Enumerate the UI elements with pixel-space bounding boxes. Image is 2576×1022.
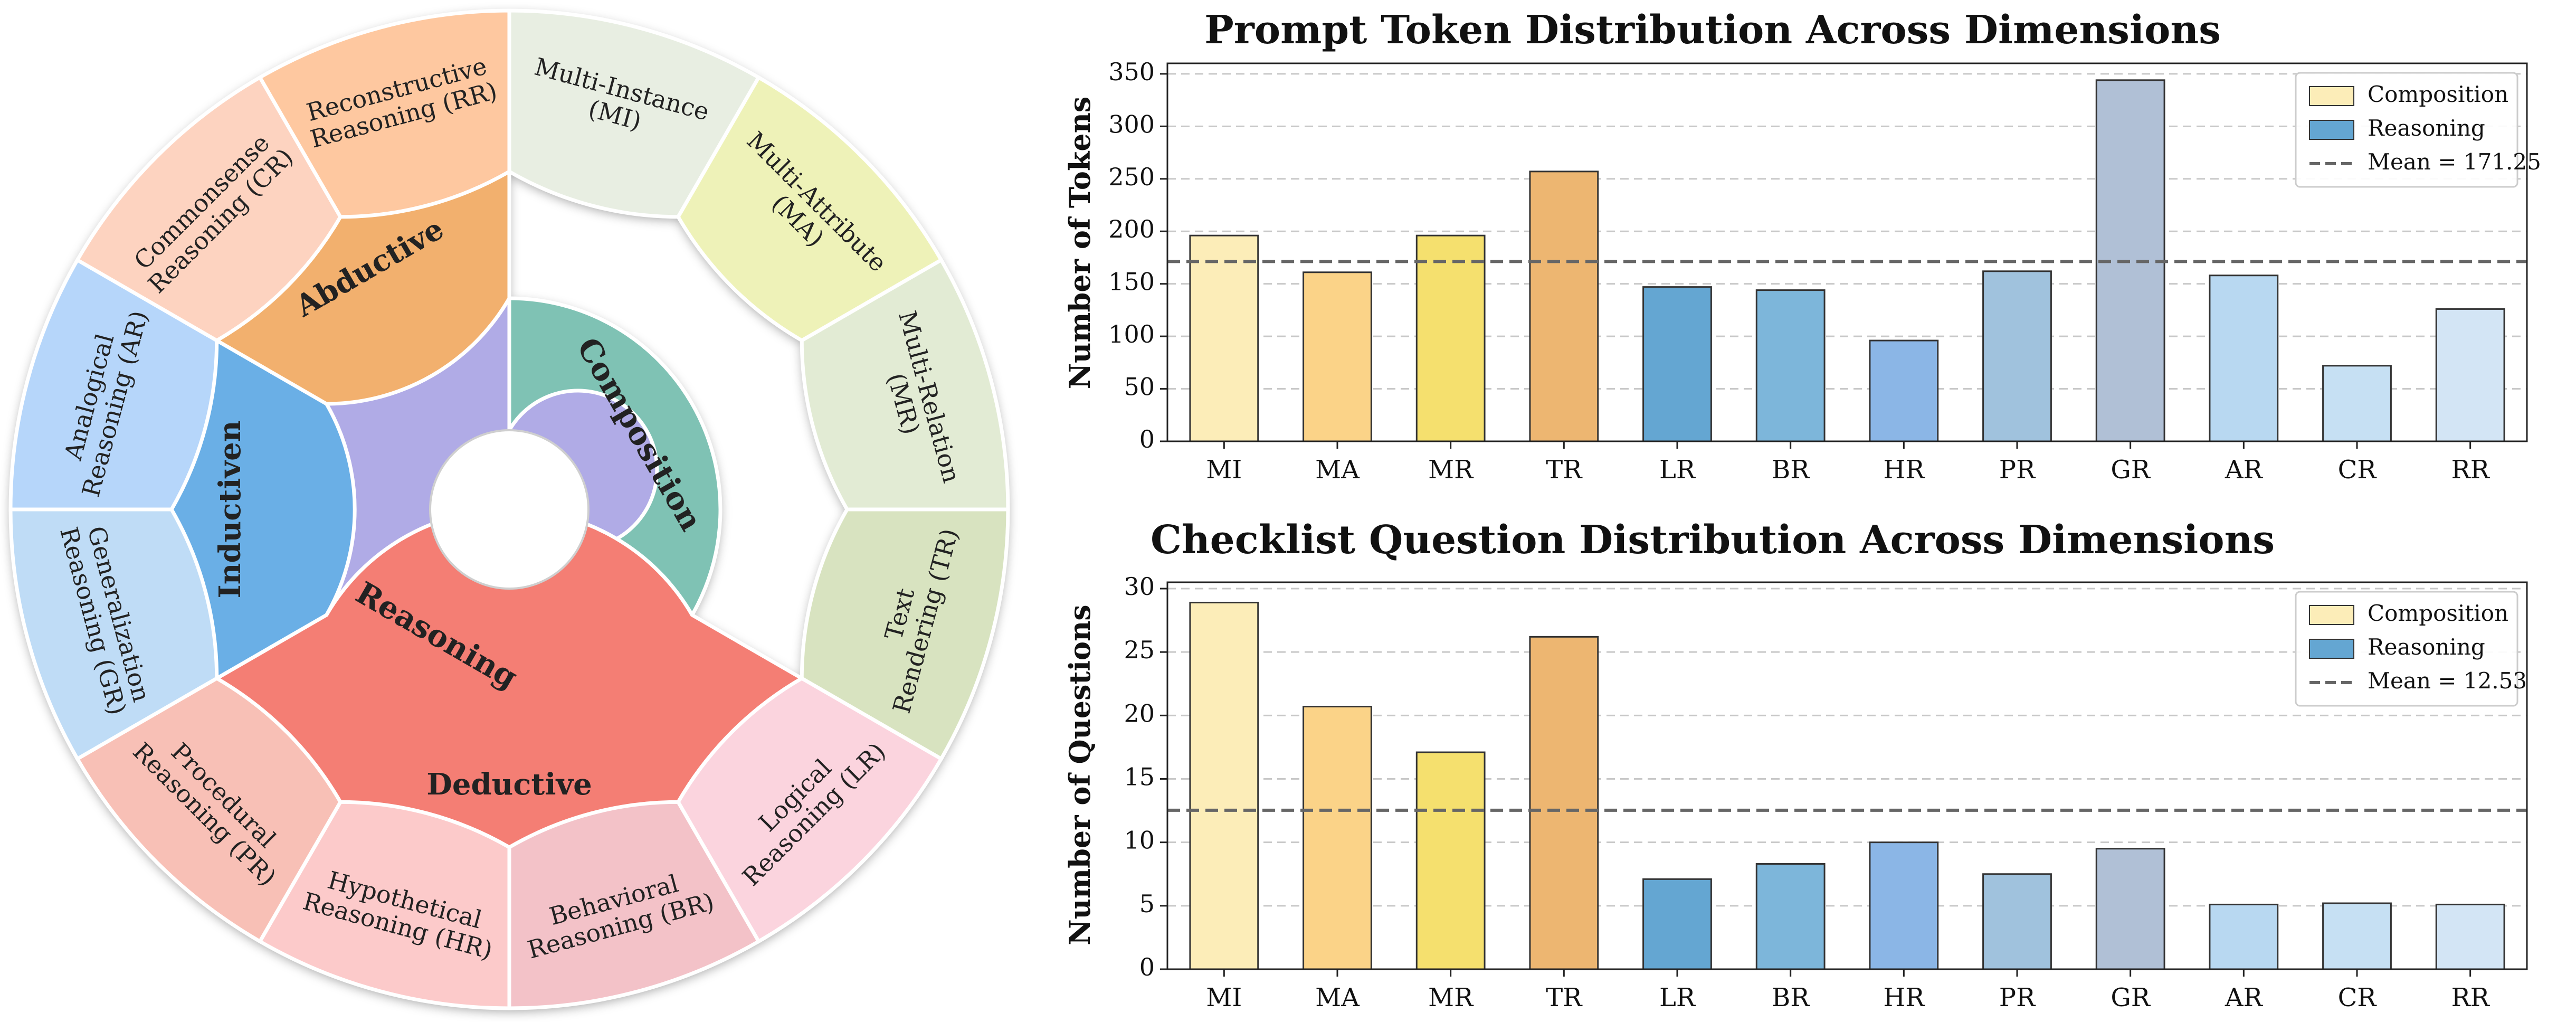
sunburst-chart: CompositionReasoningDeductiveInductivenA… [8,8,1010,1010]
legend-label: Reasoning [2368,115,2485,141]
y-tick-label: 200 [1108,215,1155,243]
legend: Composition Reasoning Mean = 171.25 [2295,72,2541,188]
bar-AR [2209,903,2279,970]
x-tick-label-CR: CR [2338,455,2378,485]
y-tick-label: 0 [1139,953,1155,981]
x-tick-label-RR: RR [2451,455,2491,485]
x-tick-label-AR: AR [2225,455,2264,485]
bar-LR [1642,878,1712,970]
bar-PR [1982,270,2052,442]
y-tick-label: 5 [1139,889,1155,918]
x-tick-label-GR: GR [2111,455,2151,485]
bar-MA [1303,271,1372,442]
x-tick-label-MA: MA [1315,455,1360,485]
chart-title: Prompt Token Distribution Across Dimensi… [1204,7,2221,53]
legend-swatch [2309,605,2354,625]
bar-BR [1755,863,1826,970]
y-tick-label: 350 [1108,58,1155,86]
y-tick-label: 20 [1124,699,1155,727]
y-tick-label: 15 [1124,763,1155,791]
x-tick-label-PR: PR [1999,983,2036,1012]
chart-title: Checklist Question Distribution Across D… [1151,517,2275,563]
legend-label: Reasoning [2368,634,2485,660]
bar-TR [1529,636,1599,970]
bar-AR [2209,275,2279,442]
bar-CR [2322,365,2392,442]
bar-BR [1755,289,1826,442]
bar-RR [2435,308,2505,442]
bar-MA [1303,706,1372,970]
x-tick-label-MR: MR [1428,983,1474,1012]
bar-RR [2435,903,2505,970]
y-tick-label: 30 [1124,572,1155,601]
bar-HR [1869,841,1939,970]
bar-HR [1869,339,1939,442]
y-tick-label: 50 [1124,373,1155,401]
x-tick-label-CR: CR [2338,983,2378,1012]
bar-PR [1982,873,2052,970]
x-tick-label-AR: AR [2225,983,2264,1012]
middle-label-inductive: Inductiven [213,421,248,599]
y-tick-label: 25 [1124,636,1155,664]
x-tick-label-RR: RR [2451,983,2491,1012]
axes-frame [1166,62,2528,442]
x-tick-label-MI: MI [1206,455,1242,485]
bar-MR [1415,751,1486,970]
prompt-token-bar-chart: Prompt Token Distribution Across Dimensi… [1063,7,2541,485]
legend-swatch [2309,120,2354,140]
x-tick-label-MI: MI [1206,983,1242,1012]
outer-segment-11 [257,8,511,219]
bar-TR [1529,171,1599,442]
legend: Composition Reasoning Mean = 12.53 [2295,591,2527,707]
bar-LR [1642,286,1712,442]
x-tick-label-LR: LR [1659,983,1696,1012]
legend-label: Mean = 171.25 [2368,149,2541,175]
legend-label: Composition [2368,600,2508,626]
y-tick-label: 100 [1108,320,1155,348]
bar-MR [1415,234,1486,442]
x-tick-label-BR: BR [1772,983,1810,1012]
legend-label: Composition [2368,81,2508,107]
center-hole [429,429,590,590]
plot-area: 0 50 100 150 200 250 300 350 MI MA MR TR LR BR HR PR GR A… [1108,58,2541,485]
y-tick-label: 150 [1108,268,1155,296]
x-tick-label-BR: BR [1772,455,1810,485]
bar-MI [1189,234,1259,442]
axes-frame [1166,581,2528,970]
x-tick-label-PR: PR [1999,455,2036,485]
y-tick-label: 10 [1124,826,1155,855]
x-tick-label-HR: HR [1883,455,1925,485]
legend-swatch [2309,86,2354,106]
y-tick-label: 250 [1108,163,1155,191]
plot-area: 0 5 10 15 20 25 30 MI MA MR TR LR BR HR PR GR AR CR RR Comp… [1124,572,2528,1012]
x-tick-label-MR: MR [1428,455,1474,485]
checklist-question-bar-chart: Checklist Question Distribution Across D… [1063,517,2528,1012]
bar-GR [2095,848,2165,970]
legend-swatch [2309,639,2354,659]
y-tick-label: 0 [1139,425,1155,453]
x-tick-label-LR: LR [1659,455,1696,485]
y-axis-label: Number of Tokens [1063,97,1097,390]
legend-label: Mean = 12.53 [2368,668,2527,694]
x-tick-label-MA: MA [1315,983,1360,1012]
x-tick-label-GR: GR [2111,983,2151,1012]
x-tick-label-TR: TR [1546,455,1583,485]
bar-CR [2322,902,2392,970]
x-tick-label-HR: HR [1883,983,1925,1012]
middle-label-deductive: Deductive [426,767,592,802]
x-tick-label-TR: TR [1546,983,1583,1012]
y-axis-label: Number of Questions [1063,604,1097,945]
y-tick-label: 300 [1108,110,1155,138]
bar-MI [1189,601,1259,970]
